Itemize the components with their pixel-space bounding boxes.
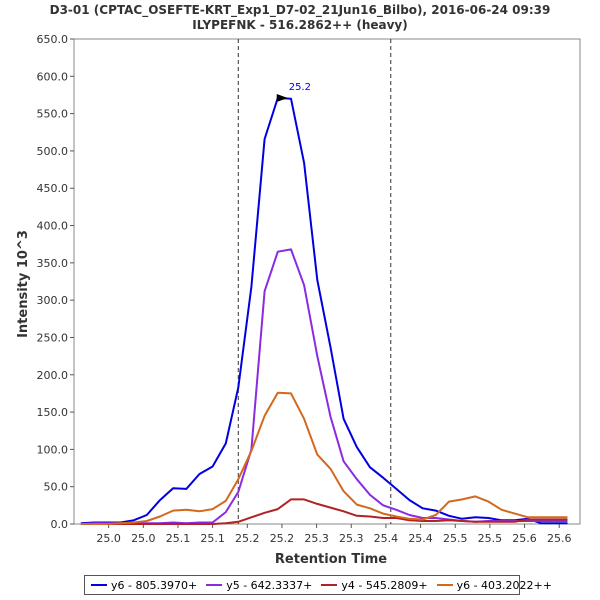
x-axis: 25.0 25.0 25.1 25.1 25.2 25.2 25.3 25.3 25.4 25.4… bbox=[96, 524, 571, 545]
y-tick-label: 250.0 bbox=[37, 331, 69, 344]
legend-swatch bbox=[91, 584, 107, 586]
legend-swatch bbox=[206, 584, 223, 586]
y-tick-label: 200.0 bbox=[37, 369, 69, 382]
peak-annotation: 25.2 bbox=[276, 82, 311, 102]
legend-item: y6 - 805.3970+ bbox=[91, 579, 197, 592]
plot-frame bbox=[73, 38, 581, 525]
x-tick-label: 25.1 bbox=[200, 532, 225, 545]
chart-title: D3-01 (CPTAC_OSEFTE-KRT_Exp1_D7-02_21Jun… bbox=[49, 3, 551, 17]
legend-label: y4 - 545.2809+ bbox=[341, 578, 428, 592]
y-tick-label: 150.0 bbox=[37, 406, 69, 419]
y-tick-label: 50.0 bbox=[44, 481, 69, 494]
peak-label: 25.2 bbox=[289, 82, 311, 93]
y-tick-label: 500.0 bbox=[37, 145, 69, 158]
legend-swatch bbox=[436, 584, 453, 586]
legend-item: y4 - 545.2809+ bbox=[321, 578, 428, 592]
x-tick-label: 25.3 bbox=[304, 532, 329, 545]
x-tick-label: 25.5 bbox=[478, 532, 503, 545]
x-tick-label: 25.2 bbox=[270, 532, 295, 545]
legend-item: y5 - 642.3337+ bbox=[206, 579, 312, 592]
legend-swatch bbox=[321, 584, 338, 586]
chart-legend: y6 - 805.3970+ y5 - 642.3337+ y4 - 545.280… bbox=[84, 575, 552, 595]
series-line-4 bbox=[80, 391, 568, 525]
x-tick-label: 25.0 bbox=[131, 532, 156, 545]
x-tick-label: 25.1 bbox=[166, 532, 191, 545]
y-tick-label: 650.0 bbox=[37, 33, 69, 46]
x-tick-label: 25.3 bbox=[339, 532, 364, 545]
x-tick-label: 25.0 bbox=[96, 532, 121, 545]
y-tick-label: 550.0 bbox=[37, 108, 69, 121]
legend-label: y6 - 805.3970+ bbox=[111, 578, 198, 592]
y-tick-label: 0.0 bbox=[51, 518, 69, 531]
integration-boundaries bbox=[237, 39, 392, 524]
x-tick-label: 25.5 bbox=[443, 532, 468, 545]
x-tick-label: 25.4 bbox=[408, 532, 433, 545]
plot-area bbox=[73, 38, 581, 525]
y-tick-label: 450.0 bbox=[37, 182, 69, 195]
y-tick-label: 300.0 bbox=[37, 294, 69, 307]
y-axis-label: Intensity 10^3 bbox=[16, 230, 31, 338]
y-tick-label: 400.0 bbox=[37, 220, 69, 233]
y-tick-label: 350.0 bbox=[37, 257, 69, 270]
x-axis-label: Retention Time bbox=[275, 552, 387, 567]
x-tick-label: 25.6 bbox=[547, 532, 572, 545]
series-line-3 bbox=[80, 498, 568, 525]
legend-label: y6 - 403.2022++ bbox=[456, 578, 552, 592]
x-tick-label: 25.6 bbox=[512, 532, 537, 545]
y-axis: 0.0 50.0 100.0 150.0 200.0 250.0 300.0 350.0 400… bbox=[37, 33, 74, 531]
x-tick-label: 25.4 bbox=[374, 532, 399, 545]
y-tick-label: 600.0 bbox=[37, 70, 69, 83]
chart-subtitle: ILYPEFNK - 516.2862++ (heavy) bbox=[192, 18, 408, 32]
series-lines bbox=[80, 96, 568, 525]
legend-label: y5 - 642.3337+ bbox=[226, 578, 313, 592]
legend-item: y6 - 403.2022++ bbox=[436, 578, 552, 592]
x-tick-label: 25.2 bbox=[235, 532, 260, 545]
peak-marker bbox=[276, 93, 288, 102]
y-tick-label: 100.0 bbox=[37, 443, 69, 456]
series-line-1 bbox=[80, 96, 568, 525]
